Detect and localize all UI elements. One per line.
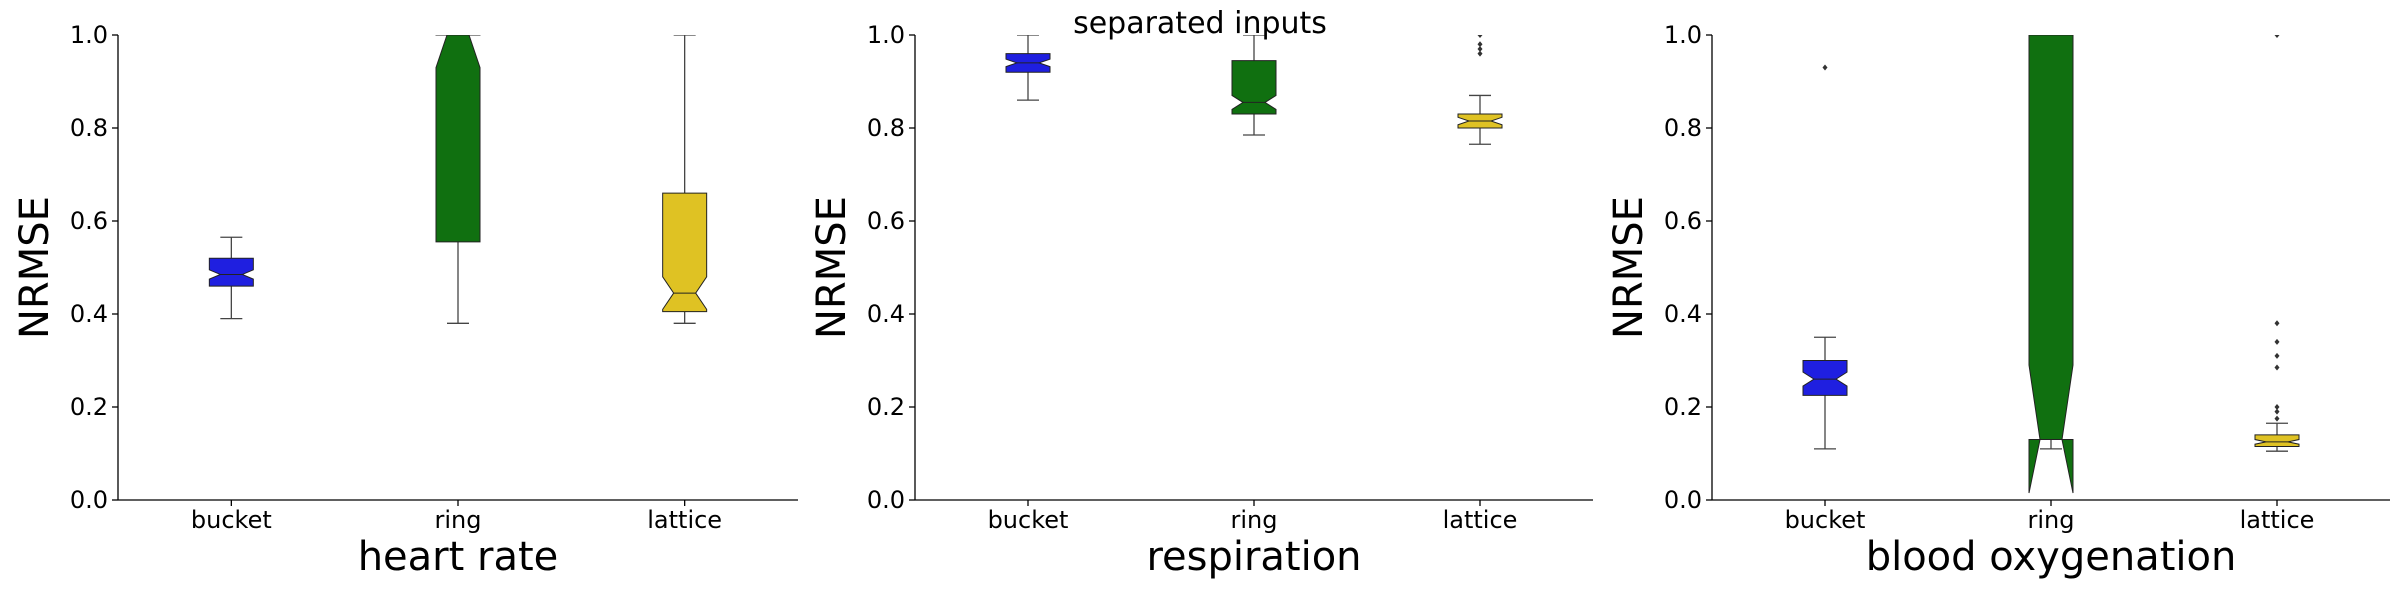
- figure-suptitle: separated inputs: [1073, 6, 1327, 41]
- box-body: [2254, 434, 2300, 448]
- plot-area: [208, 35, 708, 324]
- plot-area: [1802, 35, 2300, 494]
- flier-point: [1477, 35, 1483, 38]
- y-tick-label: 0.8: [867, 114, 905, 142]
- y-tick-label: 0.6: [1664, 207, 1702, 235]
- x-tick-label: bucket: [1785, 506, 1866, 534]
- flier-point: [2274, 415, 2280, 422]
- chart-panel-1: 0.0 0.2 0.4 0.6 0.8 1.0 bucket ring lattice heart…: [12, 21, 798, 580]
- x-tick-label: ring: [435, 506, 482, 534]
- flier-point: [2274, 408, 2280, 415]
- box-ring: [1231, 35, 1277, 136]
- x-axis-label: blood oxygenation: [1866, 534, 2237, 580]
- flier-point: [1477, 41, 1483, 48]
- y-tick-label: 1.0: [70, 21, 108, 49]
- y-axis-label: NRMSE: [1606, 196, 1652, 339]
- box-lattice: [662, 35, 708, 324]
- x-tick-label: bucket: [191, 506, 272, 534]
- box-lattice: [1457, 35, 1503, 145]
- y-tick-label: 0.4: [1664, 300, 1702, 328]
- y-tick-label: 0.2: [1664, 393, 1702, 421]
- flier-point: [2274, 352, 2280, 359]
- box-body: [2028, 35, 2074, 494]
- y-tick-label: 0.4: [867, 300, 905, 328]
- box-body: [208, 257, 254, 287]
- chart-panel-3: 0.0 0.2 0.4 0.6 0.8 1.0 bucket ring latticeblood…: [1606, 21, 2390, 580]
- flier-point: [2274, 320, 2280, 327]
- y-tick-label: 0.2: [70, 393, 108, 421]
- box-ring: [435, 35, 481, 324]
- box-body: [435, 35, 481, 243]
- flier-point: [2274, 338, 2280, 345]
- flier-point: [1477, 50, 1483, 57]
- y-axis-label: NRMSE: [809, 196, 855, 339]
- y-tick-label: 0.0: [1664, 486, 1702, 514]
- x-tick-label: lattice: [1443, 506, 1518, 534]
- x-tick-label: bucket: [988, 506, 1069, 534]
- y-tick-label: 0.6: [867, 207, 905, 235]
- plot-area: [1005, 35, 1503, 145]
- flier-point: [1477, 45, 1483, 52]
- x-tick-label: ring: [1231, 506, 1278, 534]
- box-lattice: [2254, 35, 2300, 452]
- box-body: [1802, 360, 1848, 396]
- box-bucket: [1802, 64, 1848, 450]
- flier-point: [2274, 364, 2280, 371]
- y-tick-label: 0.0: [867, 486, 905, 514]
- flier-point: [1822, 64, 1828, 71]
- y-axis-label: NRMSE: [12, 196, 58, 339]
- box-ring: [2028, 35, 2074, 494]
- flier-point: [2274, 35, 2280, 38]
- box-body: [1231, 60, 1277, 115]
- box-bucket: [208, 236, 254, 320]
- y-tick-label: 1.0: [1664, 21, 1702, 49]
- box-body: [662, 192, 708, 313]
- chart-panel-2: 0.0 0.2 0.4 0.6 0.8 1.0 bucket ring lattice respi…: [809, 21, 1593, 580]
- x-tick-label: lattice: [647, 506, 722, 534]
- x-tick-label: ring: [2028, 506, 2075, 534]
- y-tick-label: 0.6: [70, 207, 108, 235]
- box-bucket: [1005, 35, 1051, 101]
- flier-point: [2274, 404, 2280, 410]
- x-axis-label: respiration: [1146, 534, 1361, 580]
- y-tick-label: 0.2: [867, 393, 905, 421]
- y-tick-label: 0.0: [70, 486, 108, 514]
- y-tick-label: 0.8: [70, 114, 108, 142]
- y-tick-label: 0.4: [70, 300, 108, 328]
- x-tick-label: lattice: [2240, 506, 2315, 534]
- y-tick-label: 1.0: [867, 21, 905, 49]
- x-axis-label: heart rate: [358, 534, 559, 580]
- y-tick-label: 0.8: [1664, 114, 1702, 142]
